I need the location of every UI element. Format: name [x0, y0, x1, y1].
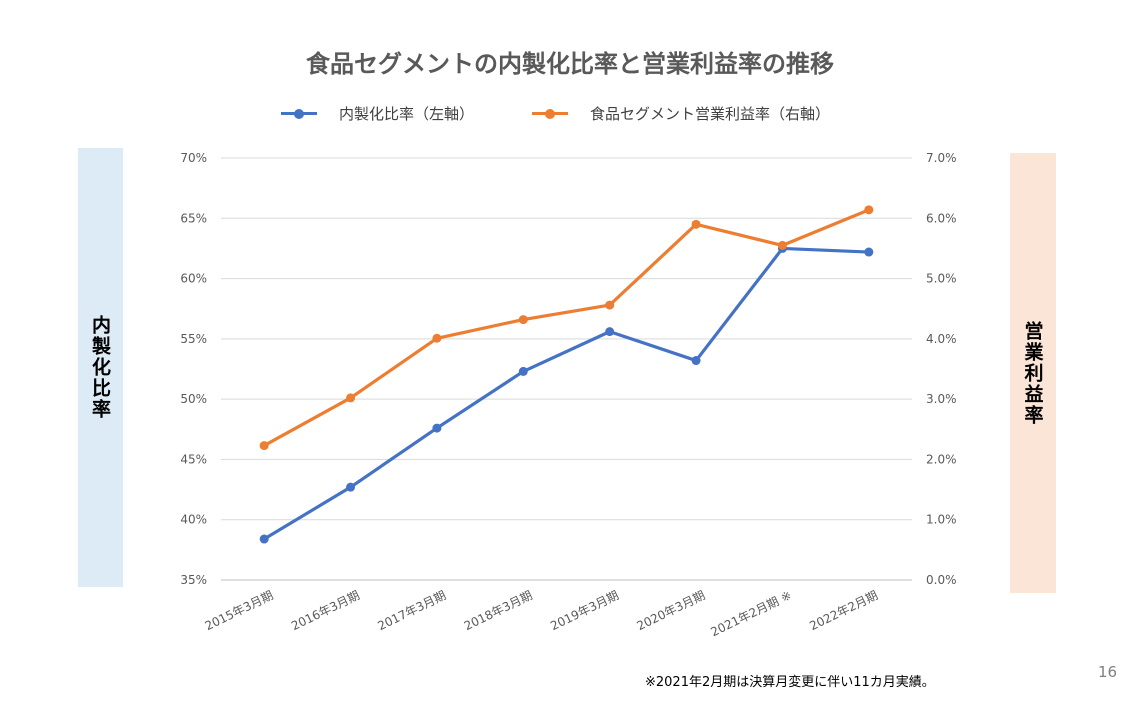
data-point-1-6 [777, 240, 787, 250]
left-axis-label-box: 内製化比率 [78, 148, 123, 587]
y-left-tick-label: 45% [180, 452, 207, 466]
right-axis-label-box: 営業利益率 [1010, 153, 1056, 593]
data-point-0-0 [259, 534, 269, 544]
y-right-tick-label: 0.0% [926, 573, 957, 587]
data-point-0-2 [432, 423, 442, 433]
y-left-tick-label: 70% [180, 151, 207, 165]
legend-label-operating-margin: 食品セグメント営業利益率（右軸） [590, 105, 831, 123]
legend-swatch-orange [532, 108, 568, 119]
left-axis-label: 内製化比率 [89, 315, 111, 420]
y-right-tick-label: 4.0% [926, 332, 957, 346]
data-point-1-7 [864, 205, 874, 215]
data-point-0-5 [691, 356, 701, 366]
y-left-tick-label: 40% [180, 513, 207, 527]
x-tick-label: 2016年3月期 [289, 588, 362, 633]
x-tick-label: 2017年3月期 [375, 588, 448, 633]
chart-legend: 内製化比率（左軸） 食品セグメント営業利益率（右軸） [0, 103, 1140, 125]
x-tick-label: 2018年3月期 [462, 588, 535, 633]
y-left-tick-label: 65% [180, 211, 207, 225]
legend-label-insourcing-ratio: 内製化比率（左軸） [339, 105, 475, 123]
y-left-tick-label: 55% [180, 332, 207, 346]
y-left-tick-label: 35% [180, 573, 207, 587]
chart-title: 食品セグメントの内製化比率と営業利益率の推移 [306, 50, 834, 78]
data-point-1-1 [346, 393, 356, 403]
data-point-1-2 [432, 333, 442, 343]
x-tick-label: 2020年3月期 [635, 588, 708, 633]
data-point-0-7 [864, 247, 874, 257]
data-point-1-0 [259, 441, 269, 451]
y-right-tick-label: 2.0% [926, 452, 957, 466]
x-tick-label: 2022年2月期 [807, 588, 880, 633]
legend-item-operating-margin: 食品セグメント営業利益率（右軸） [532, 103, 830, 124]
data-point-1-5 [691, 219, 701, 229]
series-line-1 [262, 208, 871, 448]
data-point-1-4 [605, 300, 615, 310]
legend-swatch-blue [281, 108, 317, 119]
right-axis-label: 営業利益率 [1021, 320, 1044, 426]
data-point-0-1 [346, 482, 356, 492]
data-point-1-3 [518, 315, 528, 325]
y-left-tick-label: 60% [180, 272, 207, 286]
y-right-tick-label: 1.0% [926, 513, 957, 527]
data-point-0-3 [518, 366, 528, 376]
x-tick-label: 2021年2月期 ※ [708, 588, 793, 639]
y-left-tick-label: 50% [180, 392, 207, 406]
page-number: 16 [1098, 663, 1118, 681]
footnote: ※2021年2月期は決算月変更に伴い11カ月実績。 [645, 675, 935, 690]
y-right-tick-label: 7.0% [926, 151, 957, 165]
series-line-0 [262, 246, 871, 541]
y-right-tick-label: 5.0% [926, 272, 957, 286]
y-right-tick-label: 6.0% [926, 211, 957, 225]
data-point-0-4 [605, 327, 615, 337]
x-tick-label: 2015年3月期 [203, 588, 276, 633]
legend-item-insourcing-ratio: 内製化比率（左軸） [281, 103, 474, 124]
x-tick-label: 2019年3月期 [548, 588, 621, 633]
y-right-tick-label: 3.0% [926, 392, 957, 406]
